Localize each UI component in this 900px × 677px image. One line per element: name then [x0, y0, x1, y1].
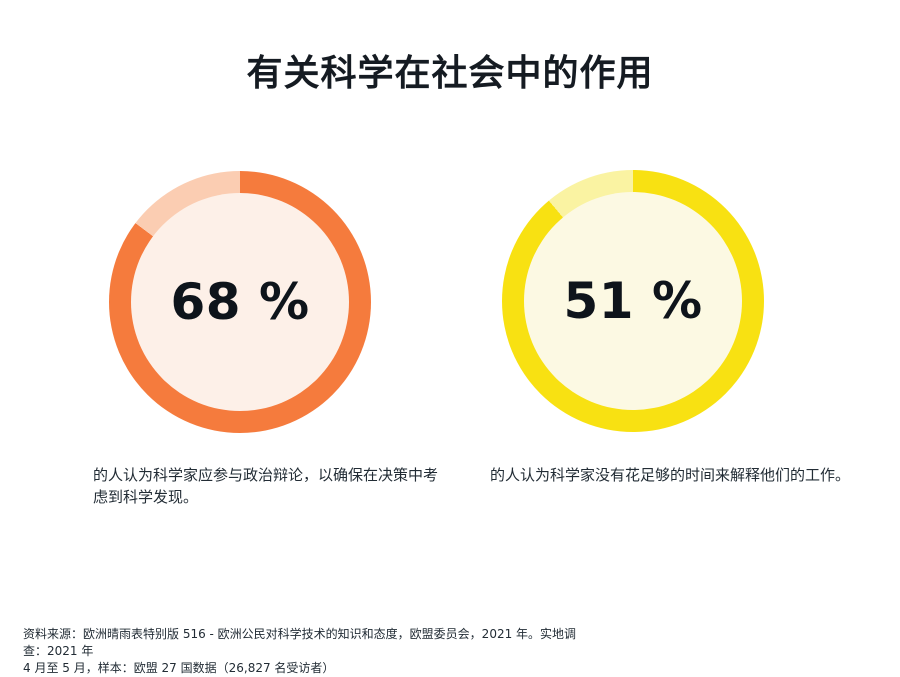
caption-left: 的人认为科学家应参与政治辩论，以确保在决策中考虑到科学发现。 [93, 466, 439, 506]
donut-chart-left: 68 % [109, 171, 371, 433]
source-note-line-2: 4 月至 5 月，样本：欧盟 27 国数据（26,827 名受访者） [23, 661, 335, 675]
source-note: 资料来源：欧洲晴雨表特别版 516 - 欧洲公民对科学技术的知识和态度，欧盟委员… [23, 626, 593, 677]
donut-right-value: 51 % [563, 272, 703, 330]
source-note-line-1: 资料来源：欧洲晴雨表特别版 516 - 欧洲公民对科学技术的知识和态度，欧盟委员… [23, 627, 577, 658]
donut-chart-right: 51 % [502, 170, 764, 432]
donut-left-value: 68 % [170, 273, 310, 331]
donut-left-center-fill [131, 193, 349, 411]
donut-right-center-fill [524, 192, 742, 410]
page-title: 有关科学在社会中的作用 [246, 53, 654, 94]
caption-right: 的人认为科学家没有花足够的时间来解释他们的工作。 [490, 466, 851, 484]
